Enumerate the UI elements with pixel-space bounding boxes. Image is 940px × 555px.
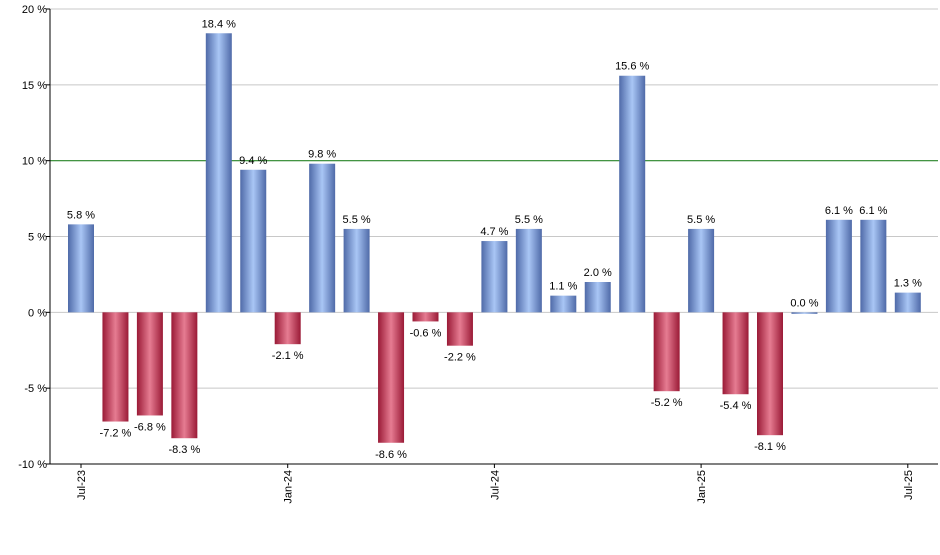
bar [894, 292, 921, 313]
bar [619, 75, 646, 313]
data-label: -8.6 % [375, 449, 407, 461]
bar [309, 163, 336, 313]
y-tick-label: 15 % [22, 80, 47, 92]
y-tick-label: 20 % [22, 4, 47, 16]
y-tick-label: 5 % [28, 232, 47, 244]
data-label: 5.5 % [515, 214, 543, 226]
bar [274, 312, 301, 345]
bar [825, 219, 852, 313]
y-tick-label: -10 % [18, 459, 47, 471]
data-label: -6.8 % [134, 421, 166, 433]
data-label: 1.3 % [894, 278, 922, 290]
data-label: -2.1 % [272, 350, 304, 362]
y-tick-label: 0 % [28, 307, 47, 319]
data-label: 6.1 % [859, 205, 887, 217]
x-tick-label: Jul-24 [489, 470, 501, 500]
data-label: 9.8 % [308, 149, 336, 161]
bar [136, 312, 163, 416]
data-label: 1.1 % [549, 281, 577, 293]
data-label: -8.3 % [168, 444, 200, 456]
x-tick-label: Jan-24 [283, 470, 295, 504]
bar [68, 224, 94, 313]
y-tick-label: -5 % [24, 383, 47, 395]
data-label: -0.6 % [410, 327, 442, 339]
bar [653, 312, 680, 392]
data-label: 5.5 % [343, 214, 371, 226]
bar [550, 295, 577, 313]
grid-lines [50, 8, 938, 389]
data-label: -7.2 % [100, 428, 132, 440]
x-tick-label: Jul-25 [903, 470, 915, 500]
data-label: 0.0 % [790, 297, 818, 309]
bars [68, 33, 921, 443]
bar [102, 312, 129, 422]
bar [205, 33, 232, 313]
bar [171, 312, 198, 439]
bar [343, 228, 370, 313]
bar [688, 228, 715, 313]
data-label: -8.1 % [754, 441, 786, 453]
data-labels: 5.8 % -7.2 %-6.8 %-8.3 % 18.4 % 9.4 % -2.1 %… [67, 18, 922, 461]
bar [515, 228, 542, 313]
x-tick-label: Jul-23 [76, 470, 88, 500]
bar [757, 312, 783, 436]
axes: -10 % -5 % 0 % 5 % 10 % 15 % 20 % Jul-23 Jan-24 J… [18, 4, 938, 504]
data-label: 4.7 % [480, 226, 508, 238]
data-label: -5.2 % [651, 397, 683, 409]
bar [240, 169, 267, 313]
bar [412, 312, 439, 322]
bar [722, 312, 749, 395]
data-label: 9.4 % [239, 155, 267, 167]
data-label: 5.8 % [67, 209, 95, 221]
data-label: 15.6 % [615, 61, 649, 73]
x-tick-label: Jan-25 [696, 470, 708, 504]
bar [481, 241, 508, 313]
data-label: 18.4 % [202, 18, 236, 30]
data-label: 2.0 % [584, 267, 612, 279]
y-tick-label: 10 % [22, 156, 47, 168]
data-label: -2.2 % [444, 352, 476, 364]
data-label: -5.4 % [720, 400, 752, 412]
bar [791, 312, 818, 314]
bar [860, 219, 887, 313]
bar [378, 312, 405, 443]
bar [446, 312, 473, 346]
bar [584, 282, 611, 313]
data-label: 5.5 % [687, 214, 715, 226]
data-label: 6.1 % [825, 205, 853, 217]
